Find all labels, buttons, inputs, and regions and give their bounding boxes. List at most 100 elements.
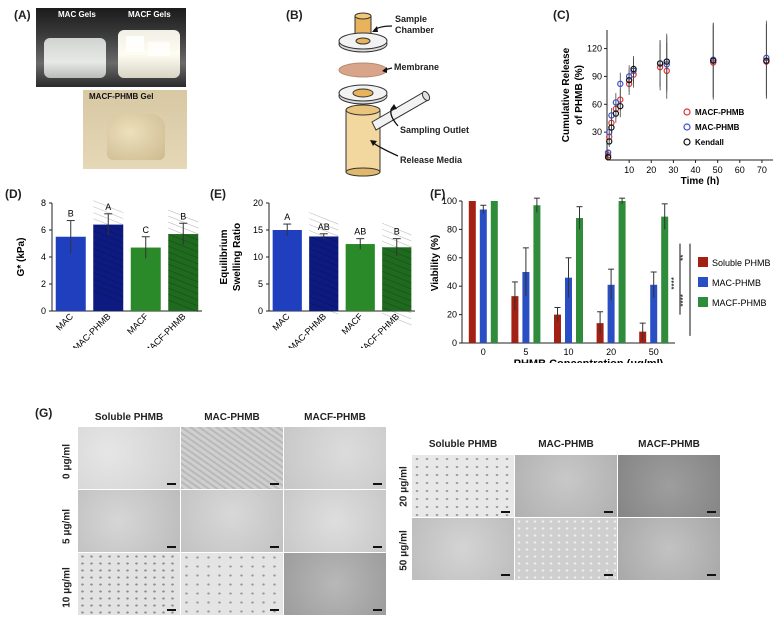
callout-sampling-outlet: Sampling Outlet [400,125,470,135]
d-y-tick-label: 0 [41,306,46,316]
swelling-chart: 05101520AMACABMAC-PHMBABMACFBMACF-PHMBEq… [219,198,415,348]
c-data-point [710,57,717,64]
g-right-col-2: MAC-PHMB [538,439,594,450]
d-bar-hatch [168,275,199,289]
d-bar-hatch [168,245,199,259]
f-bar [522,272,530,343]
f-y-tick-label: 100 [442,196,457,206]
d-sig-letter: C [143,225,150,235]
f-x-tick-label: 10 [563,347,573,357]
micrograph-soluble-50 [412,518,514,580]
e-bar-hatch [309,266,339,279]
c-data-point [604,154,612,161]
f-bar [511,296,519,343]
f-y-tick-label: 20 [447,310,457,320]
d-bar-hatch [168,263,199,277]
e-bar-hatch [382,295,412,308]
c-x-axis-label: Time (h) [681,176,720,185]
d-bar-hatch [168,269,199,283]
c-legend-label: MAC-PHMB [695,123,740,132]
d-bar-hatch [93,236,124,249]
c-y-tick-label: 90 [592,71,602,81]
g-left-row-1: 0 μg/ml [61,444,73,480]
panel-label-g: (G) [35,406,53,420]
c-data-point [625,76,633,84]
f-bar [565,277,572,343]
d-bar-hatch [93,254,124,267]
micrograph-mac-20 [515,455,617,517]
g-left-col-2: MAC-PHMB [204,412,260,423]
modulus-chart: 0 2 4 6 8 B MAC A MAC-PHMB C MACF B MACF-PHMB G* (kPa… [16,198,202,348]
micrograph-macf-5 [284,490,386,552]
e-bar-hatch [382,223,412,236]
micrograph-macf-50 [618,518,720,580]
e-sig-letter: AB [318,222,330,232]
f-sig-label: **** [679,294,688,306]
e-bar-hatch [309,290,339,303]
d-bar-hatch [168,299,199,313]
e-category-label: MAC-PHMB [286,311,328,348]
d-category-label: MAC-PHMB [71,311,113,348]
c-legend-marker [683,138,691,146]
e-bar-hatch [382,307,412,320]
d-bar-hatch [93,248,124,261]
callout-sample-chamber: Sample Chamber [395,14,435,35]
e-bar-hatch [309,242,339,255]
c-x-tick-label: 10 [624,165,634,175]
d-bar-hatch [93,266,124,279]
d-bar-hatch [168,209,199,223]
e-bar-hatch [382,301,412,314]
d-bar-hatch [93,206,124,219]
c-data-point [763,57,770,64]
callout-membrane: Membrane [394,62,440,72]
c-legend-label: Kendall [695,138,724,147]
d-category-label: MAC [54,311,76,333]
micrograph-mac-5 [181,490,283,552]
d-category-label: MACF [125,311,150,336]
f-bar [479,209,487,343]
micrograph-macf-0 [284,427,386,489]
c-data-point [617,80,624,88]
e-bar-hatch [309,218,339,231]
g-left-col-3: MACF-PHMB [304,412,366,423]
f-legend-label: Soluble PHMB [712,258,771,268]
f-x-tick-label: 50 [649,347,659,357]
d-bar-hatch [93,278,124,291]
d-y-axis-label: G* (kPa) [16,238,27,277]
d-bar-hatch [168,287,199,301]
d-bar-hatch [93,290,124,303]
e-bar-hatch [382,229,412,242]
micrograph-mac-0 [181,427,283,489]
macf-gels-label: MACF Gels [128,10,171,19]
micrograph-macf-10 [284,553,386,615]
e-bar [345,244,375,311]
e-bar [309,236,339,311]
f-sig-label: **** [670,277,679,289]
d-y-tick-label: 2 [41,279,46,289]
d-y-tick-label: 6 [41,225,46,235]
c-y-axis-label-2: of PHMB (%) [574,65,585,125]
d-bar-hatch [93,242,124,255]
f-y-axis-label: Viability (%) [430,235,441,292]
e-bar-hatch [382,277,412,290]
gel-photo-bottom: MACF-PHMB Gel [83,90,187,169]
d-y-tick-label: 8 [41,198,46,208]
f-bar [618,201,626,343]
callout-release-media: Release Media [400,155,463,165]
e-y-tick-label: 20 [253,198,263,208]
d-bar-hatch [93,260,124,273]
micrograph-soluble-10 [78,553,180,615]
c-y-tick-label: 30 [592,127,602,137]
e-y-tick-label: 0 [258,306,263,316]
d-bar-hatch [168,215,199,229]
g-right-col-1: Soluble PHMB [428,439,498,450]
e-y-axis-label-2: Swelling Ratio [232,223,243,291]
f-x-tick-label: 0 [481,347,486,357]
g-right-row-2: 50 μg/ml [398,530,410,571]
f-x-tick-label: 20 [606,347,616,357]
f-legend-label: MACF-PHMB [712,298,767,308]
e-bar-hatch [382,265,412,278]
macf-phmb-gel-label: MACF-PHMB Gel [89,92,154,101]
g-left-row-3: 10 μg/ml [61,567,73,608]
e-y-tick-label: 10 [253,252,263,262]
